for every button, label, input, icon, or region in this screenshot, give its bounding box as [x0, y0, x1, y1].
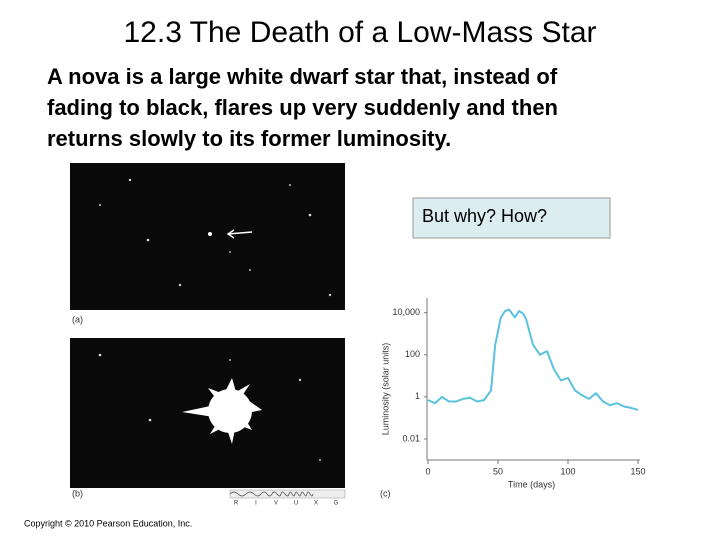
star-image-a	[70, 163, 345, 310]
panel-label: (c)	[380, 488, 391, 498]
spectrum-letter: G	[334, 501, 339, 507]
panel-label: (b)	[72, 488, 83, 498]
spectrum-letter: R	[234, 501, 239, 507]
x-tick-label: 150	[630, 466, 645, 476]
y-tick-label: 10,000	[392, 307, 420, 317]
y-tick-label: 1	[415, 391, 420, 401]
callout-box	[412, 197, 611, 239]
panel-label: (a)	[72, 314, 83, 324]
spectrum-letter: U	[294, 501, 298, 507]
slide-title: 12.3 The Death of a Low-Mass Star	[123, 16, 596, 49]
body-text: fading to black, flares up very suddenly…	[47, 95, 558, 120]
y-tick-label: 100	[405, 349, 420, 359]
spectrum-strip	[229, 489, 346, 499]
x-tick-label: 0	[425, 466, 430, 476]
x-axis-label: Time (days)	[508, 479, 555, 489]
luminosity-curve	[427, 308, 639, 411]
x-tick-label: 100	[560, 466, 575, 476]
y-tick-label: 0.01	[402, 433, 420, 443]
callout-text: But why? How?	[422, 206, 547, 226]
spectrum-letter: X	[314, 501, 318, 507]
copyright: Copyright © 2010 Pearson Education, Inc.	[24, 518, 192, 528]
y-axis-label: Luminosity (solar units)	[380, 343, 390, 436]
spectrum-letter: V	[274, 501, 278, 507]
body-text: A nova is a large white dwarf star that,…	[47, 64, 558, 89]
spectrum-letter: I	[255, 501, 257, 507]
star-image-b	[70, 338, 345, 488]
x-tick-label: 50	[493, 466, 503, 476]
body-text: returns slowly to its former luminosity.	[47, 126, 451, 151]
